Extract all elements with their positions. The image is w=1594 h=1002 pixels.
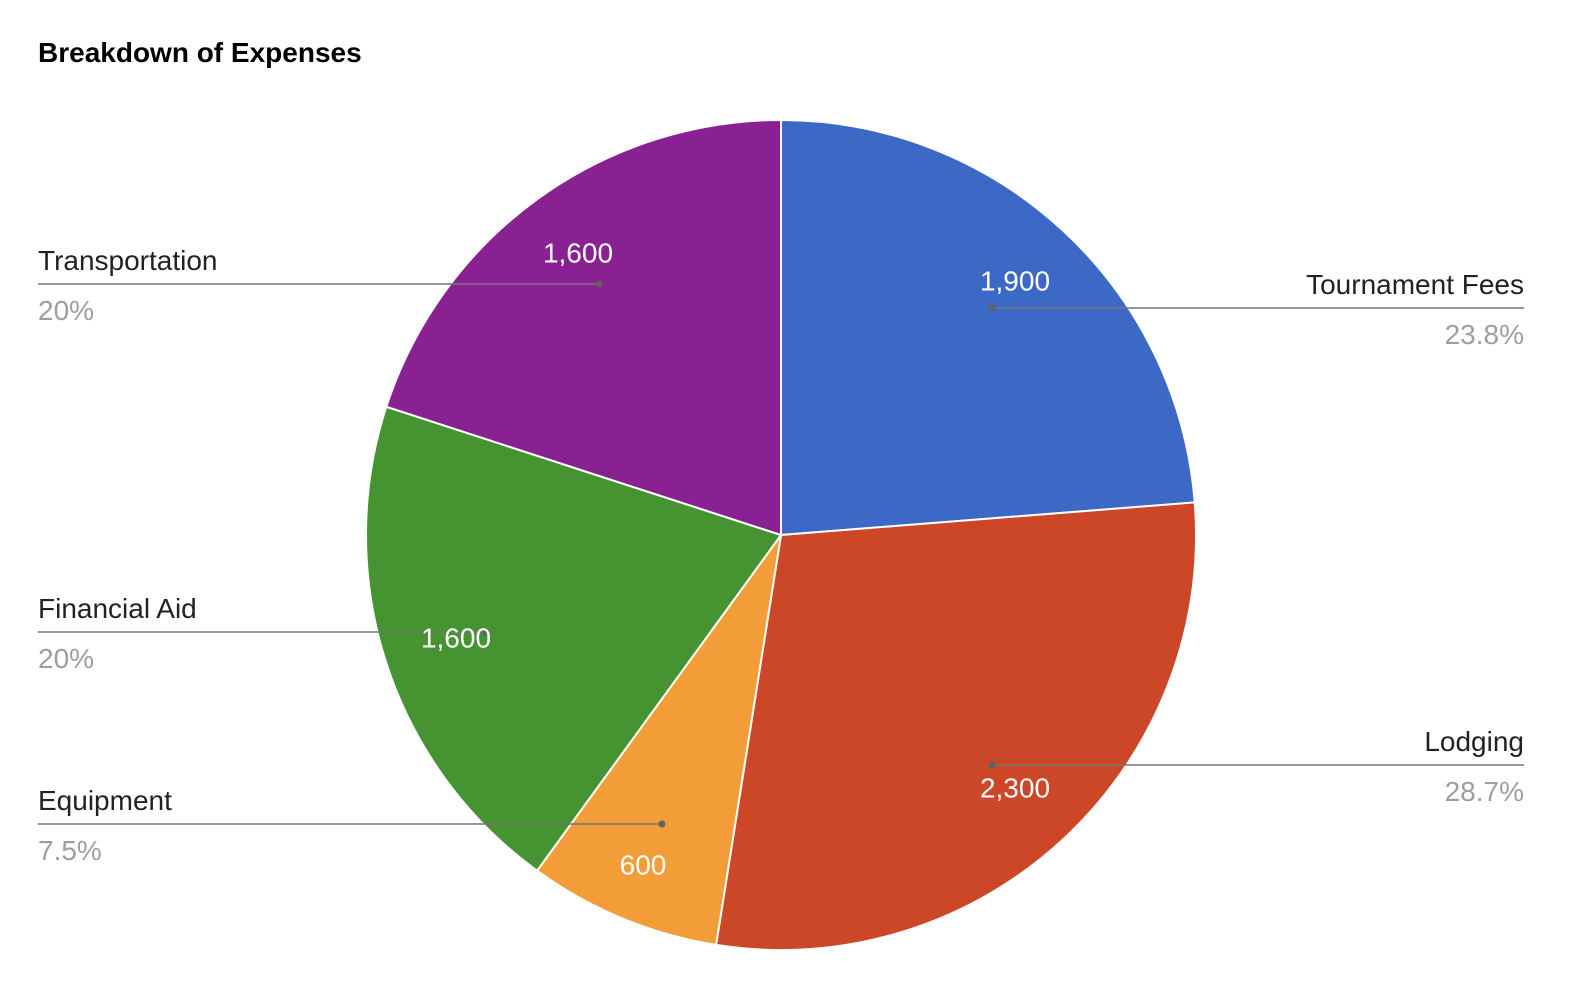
- slice-value-equipment: 600: [620, 849, 667, 880]
- callout-label-lodging: Lodging: [1424, 726, 1524, 757]
- callout-label-equipment: Equipment: [38, 785, 172, 816]
- slice-value-financial-aid: 1,600: [421, 622, 491, 653]
- slice-value-lodging: 2,300: [980, 772, 1050, 803]
- callout-label-financial-aid: Financial Aid: [38, 593, 197, 624]
- pie-callouts: Tournament Fees 23.8% Lodging 28.7% Equipmen…: [38, 245, 1524, 866]
- callout-percent-transportation: 20%: [38, 295, 94, 326]
- pie-slice-transportation[interactable]: [385, 118, 782, 537]
- pie-slice-lodging[interactable]: [714, 501, 1197, 951]
- callout-percent-tournament-fees: 23.8%: [1445, 319, 1524, 350]
- callout-dot-lodging: [988, 761, 996, 769]
- callout-dot-equipment: [658, 820, 666, 828]
- callout-label-tournament-fees: Tournament Fees: [1306, 269, 1524, 300]
- pie-slice-equipment[interactable]: [535, 534, 782, 947]
- callout-dot-tournament-fees: [988, 304, 996, 312]
- callout-percent-lodging: 28.7%: [1445, 776, 1524, 807]
- callout-dot-financial-aid: [482, 628, 490, 636]
- slice-value-transportation: 1,600: [543, 237, 613, 268]
- callout-label-transportation: Transportation: [38, 245, 218, 276]
- callout-percent-equipment: 7.5%: [38, 835, 102, 866]
- pie-slice-financial-aid[interactable]: [365, 405, 783, 873]
- callout-percent-financial-aid: 20%: [38, 643, 94, 674]
- pie-value-labels: 1,900 2,300 600 1,600 1,600: [421, 237, 1050, 880]
- pie-slice-tournament-fees[interactable]: [780, 118, 1196, 537]
- pie-slices: [365, 118, 1197, 951]
- slice-value-tournament-fees: 1,900: [980, 265, 1050, 296]
- chart-title: Breakdown of Expenses: [38, 37, 362, 68]
- callout-dot-transportation: [595, 280, 603, 288]
